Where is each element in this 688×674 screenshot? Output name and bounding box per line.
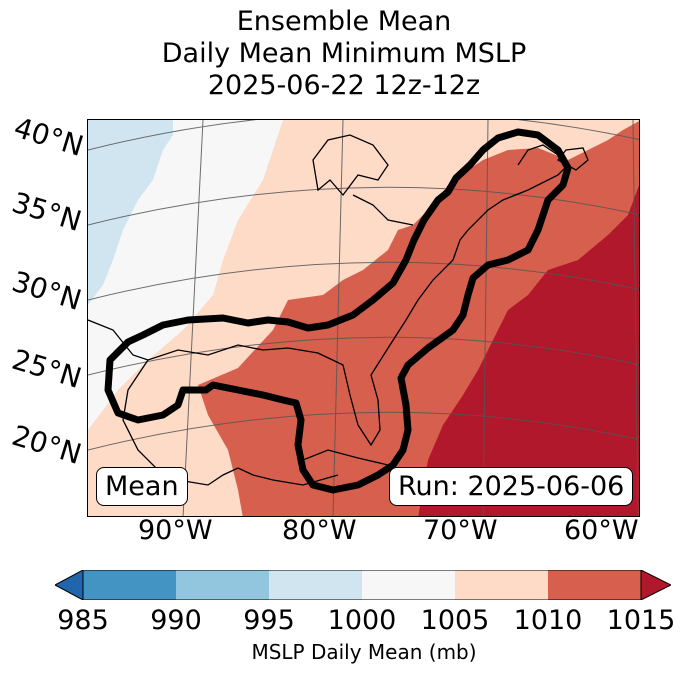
colorbar-label: MSLP Daily Mean (mb) bbox=[251, 640, 477, 664]
lat-label-35: 35°N bbox=[8, 185, 86, 238]
colorbar-tick-1005: 1005 bbox=[420, 605, 490, 636]
field-1015 bbox=[418, 185, 639, 516]
title-line-1: Ensemble Mean bbox=[236, 6, 452, 37]
colorbar-seg-995 bbox=[269, 570, 362, 600]
colorbar-seg-990 bbox=[176, 570, 269, 600]
map-svg bbox=[88, 120, 639, 516]
lon-label-90w: 90°W bbox=[138, 515, 213, 546]
lat-label-40: 40°N bbox=[10, 110, 88, 163]
colorbar-tick-1010: 1010 bbox=[513, 605, 583, 636]
colorbar-over-arrow bbox=[640, 570, 671, 600]
lon-label-60w: 60°W bbox=[564, 515, 639, 546]
ensemble-contour bbox=[104, 128, 572, 494]
lat-label-25: 25°N bbox=[8, 342, 86, 395]
colorbar-tick-1015: 1015 bbox=[606, 605, 676, 636]
mean-label: Mean bbox=[96, 467, 188, 506]
colorbar-seg-1005 bbox=[455, 570, 548, 600]
field-995 bbox=[88, 120, 173, 305]
lon-label-80w: 80°W bbox=[282, 515, 357, 546]
map-panel bbox=[87, 119, 640, 517]
colorbar-seg-985 bbox=[83, 570, 176, 600]
colorbar-tick-990: 990 bbox=[150, 605, 202, 636]
title-line-2: Daily Mean Minimum MSLP bbox=[161, 38, 527, 69]
colorbar-seg-1000 bbox=[362, 570, 455, 600]
colorbar-tick-995: 995 bbox=[243, 605, 295, 636]
colorbar-tick-1000: 1000 bbox=[327, 605, 397, 636]
lat-label-30: 30°N bbox=[8, 264, 86, 317]
colorbar-seg-1010 bbox=[548, 570, 641, 600]
colorbar-tick-985: 985 bbox=[57, 605, 109, 636]
colorbar-under-arrow bbox=[55, 570, 84, 600]
colorbar bbox=[55, 570, 671, 600]
lon-label-70w: 70°W bbox=[423, 515, 498, 546]
title-line-3: 2025-06-22 12z-12z bbox=[207, 70, 481, 101]
lat-label-20: 20°N bbox=[8, 418, 86, 471]
run-label: Run: 2025-06-06 bbox=[389, 467, 634, 506]
